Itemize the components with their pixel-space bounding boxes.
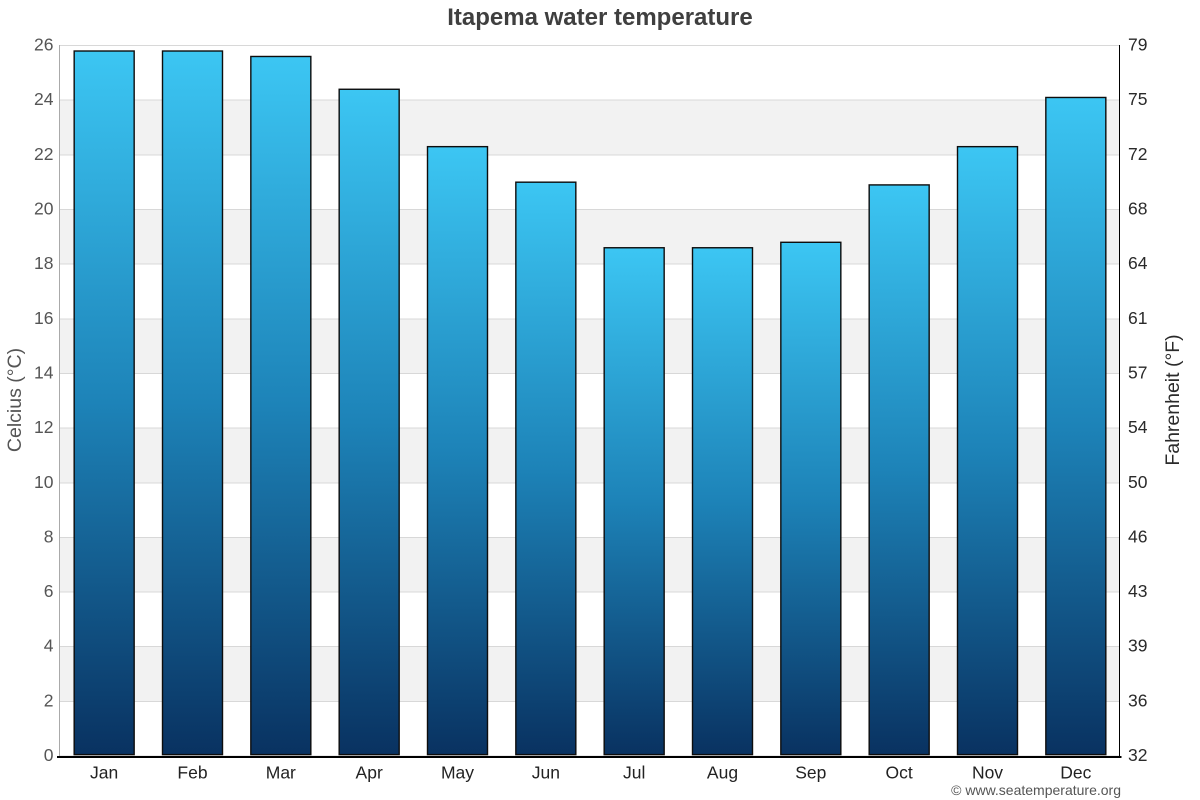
svg-text:Sep: Sep bbox=[795, 763, 826, 783]
svg-text:10: 10 bbox=[34, 472, 54, 492]
svg-text:46: 46 bbox=[1128, 526, 1147, 546]
svg-text:Jul: Jul bbox=[623, 763, 645, 783]
svg-text:26: 26 bbox=[34, 35, 53, 55]
svg-text:Fahrenheit (°F): Fahrenheit (°F) bbox=[1162, 334, 1184, 465]
svg-text:43: 43 bbox=[1128, 581, 1147, 601]
svg-text:57: 57 bbox=[1128, 362, 1147, 382]
svg-text:Dec: Dec bbox=[1060, 763, 1091, 783]
svg-text:36: 36 bbox=[1128, 690, 1147, 710]
svg-text:Nov: Nov bbox=[972, 763, 1003, 783]
svg-text:2: 2 bbox=[44, 690, 54, 710]
svg-text:Jan: Jan bbox=[90, 763, 118, 783]
svg-text:18: 18 bbox=[34, 253, 53, 273]
svg-text:20: 20 bbox=[34, 199, 54, 219]
svg-text:12: 12 bbox=[34, 417, 53, 437]
svg-text:24: 24 bbox=[34, 89, 54, 109]
svg-text:Celcius (°C): Celcius (°C) bbox=[4, 348, 26, 452]
svg-text:79: 79 bbox=[1128, 35, 1147, 55]
svg-text:Aug: Aug bbox=[707, 763, 738, 783]
svg-text:© www.seatemperature.org: © www.seatemperature.org bbox=[951, 782, 1121, 798]
svg-text:54: 54 bbox=[1128, 417, 1148, 437]
svg-text:4: 4 bbox=[44, 636, 54, 656]
svg-text:Jun: Jun bbox=[532, 763, 560, 783]
svg-text:68: 68 bbox=[1128, 199, 1147, 219]
svg-text:Oct: Oct bbox=[886, 763, 913, 783]
svg-text:Feb: Feb bbox=[177, 763, 207, 783]
svg-text:22: 22 bbox=[34, 144, 53, 164]
svg-text:50: 50 bbox=[1128, 472, 1148, 492]
svg-text:61: 61 bbox=[1128, 308, 1147, 328]
svg-text:72: 72 bbox=[1128, 144, 1147, 164]
svg-text:8: 8 bbox=[44, 526, 54, 546]
svg-text:75: 75 bbox=[1128, 89, 1147, 109]
svg-text:Mar: Mar bbox=[266, 763, 296, 783]
svg-text:39: 39 bbox=[1128, 636, 1147, 656]
svg-text:May: May bbox=[441, 763, 474, 783]
svg-text:32: 32 bbox=[1128, 745, 1147, 765]
svg-text:14: 14 bbox=[34, 362, 54, 382]
svg-text:0: 0 bbox=[44, 745, 54, 765]
svg-text:Apr: Apr bbox=[356, 763, 383, 783]
svg-text:Itapema water temperature: Itapema water temperature bbox=[447, 4, 752, 31]
svg-text:16: 16 bbox=[34, 308, 53, 328]
svg-text:64: 64 bbox=[1128, 253, 1148, 273]
svg-text:6: 6 bbox=[44, 581, 54, 601]
